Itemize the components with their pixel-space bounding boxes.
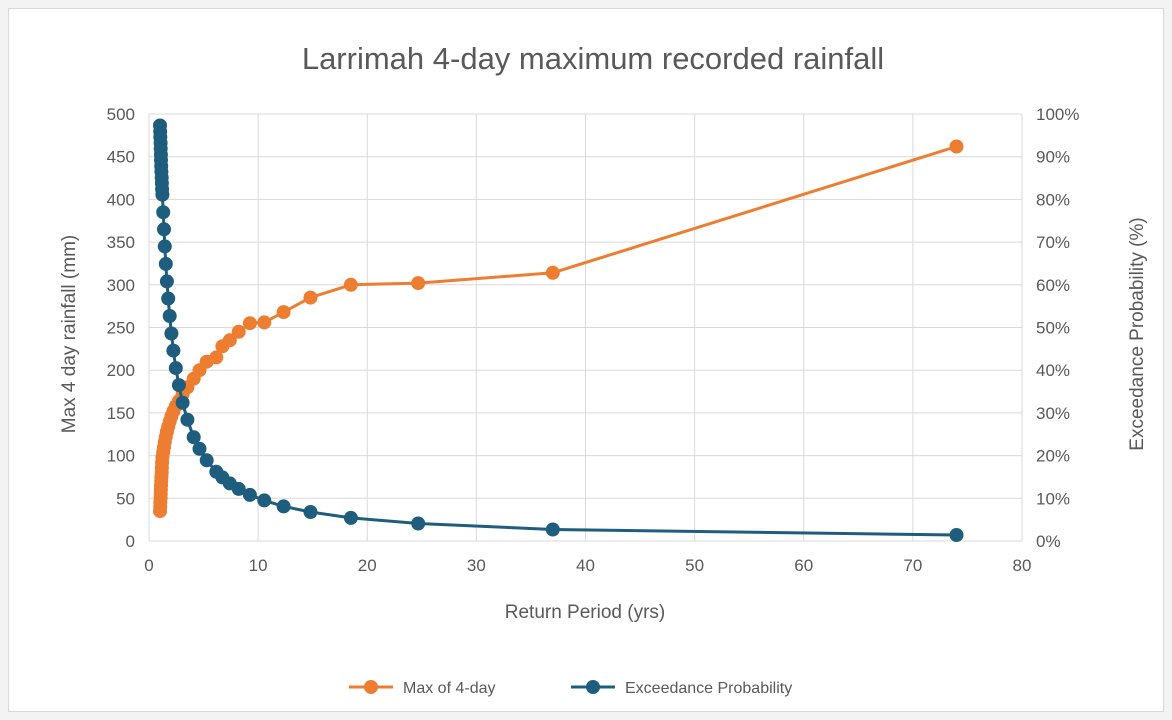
y2-tick-label: 70% [1036,233,1070,252]
y-tick-label: 200 [107,361,135,380]
y2-tick-label: 30% [1036,404,1070,423]
y-tick-label: 0 [126,532,135,551]
series-layer [153,118,964,542]
data-point [257,493,272,508]
data-point [242,316,257,331]
x-tick-label: 40 [576,556,595,575]
data-point [231,481,246,496]
grid [148,113,1023,542]
y-tick-label: 500 [107,105,135,124]
y2-tick-label: 10% [1036,489,1070,508]
data-point [171,378,186,393]
data-point [186,430,201,445]
y-tick-label: 100 [107,447,135,466]
y-tick-labels: 0 50 100 150 200 250 300 350 400 450 500 [107,105,135,551]
data-point [257,315,272,330]
legend: Max of 4-day Exceedance Probability [349,680,792,697]
x-tick-label: 0 [144,556,153,575]
data-point [949,139,964,154]
legend-label: Max of 4-day [403,680,495,697]
y-tick-label: 450 [107,148,135,167]
legend-item: Max of 4-day [349,680,495,697]
data-point [166,343,181,358]
y-tick-label: 400 [107,190,135,209]
series-1 [153,118,964,542]
series-line [158,145,957,512]
y2-tick-label: 50% [1036,319,1070,338]
data-point [231,324,246,339]
data-point [192,441,207,456]
data-point [949,528,964,542]
data-point [545,522,560,537]
x-tick-label: 50 [685,556,704,575]
data-point [175,395,190,410]
x-tick-label: 30 [467,556,486,575]
x-tick-label: 70 [903,556,922,575]
data-point [276,499,291,514]
data-point [164,326,179,341]
y2-tick-label: 100% [1036,105,1079,124]
data-point [156,205,171,220]
y2-tick-labels: 0% 10% 20% 30% 40% 50% 60% 70% 80% 90% 100% [1036,105,1079,551]
legend-item: Exceedance Probability [571,680,792,697]
data-point [242,487,257,502]
y2-tick-label: 40% [1036,361,1070,380]
data-point [411,276,426,291]
chart-svg: Larrimah 4-day maximum recorded rainfall… [59,41,1148,697]
data-point [159,274,174,289]
series-0 [153,139,964,519]
x-tick-labels: 0 10 20 30 40 50 60 70 80 [144,556,1031,575]
data-point [303,290,318,305]
legend-marker [586,680,600,694]
legend-marker [364,680,378,694]
y2-tick-label: 80% [1036,190,1070,209]
y2-axis-title: Exceedance Probability (%) [1127,217,1148,450]
y-tick-label: 350 [107,233,135,252]
data-point [545,265,560,280]
data-point [209,350,224,365]
chart-frame: Larrimah 4-day maximum recorded rainfall… [8,8,1164,712]
x-axis-title: Return Period (yrs) [505,602,666,623]
y2-tick-label: 90% [1036,148,1070,167]
y-tick-label: 150 [107,404,135,423]
y-tick-label: 300 [107,276,135,295]
y-tick-label: 250 [107,319,135,338]
x-tick-label: 80 [1013,556,1032,575]
data-point [411,516,426,531]
x-tick-label: 20 [358,556,377,575]
data-point [157,222,171,237]
y-axis-title: Max 4 day rainfall (mm) [59,235,80,434]
data-point [343,510,358,525]
series-line [158,125,957,537]
data-point [157,239,172,254]
data-point [343,277,358,292]
data-point [199,453,214,468]
data-point [158,256,173,271]
x-tick-label: 60 [794,556,813,575]
data-point [155,187,170,202]
y2-tick-label: 20% [1036,447,1070,466]
y2-tick-label: 60% [1036,276,1070,295]
data-point [303,505,318,519]
data-point [168,361,183,376]
chart-title: Larrimah 4-day maximum recorded rainfall [302,41,884,76]
data-point [161,291,176,306]
x-tick-label: 10 [249,556,268,575]
data-point [180,412,195,427]
legend-label: Exceedance Probability [625,680,792,697]
data-point [162,309,177,323]
y-tick-label: 50 [116,489,135,508]
y2-tick-label: 0% [1036,532,1061,551]
data-point [276,305,291,320]
data-point [222,333,237,348]
